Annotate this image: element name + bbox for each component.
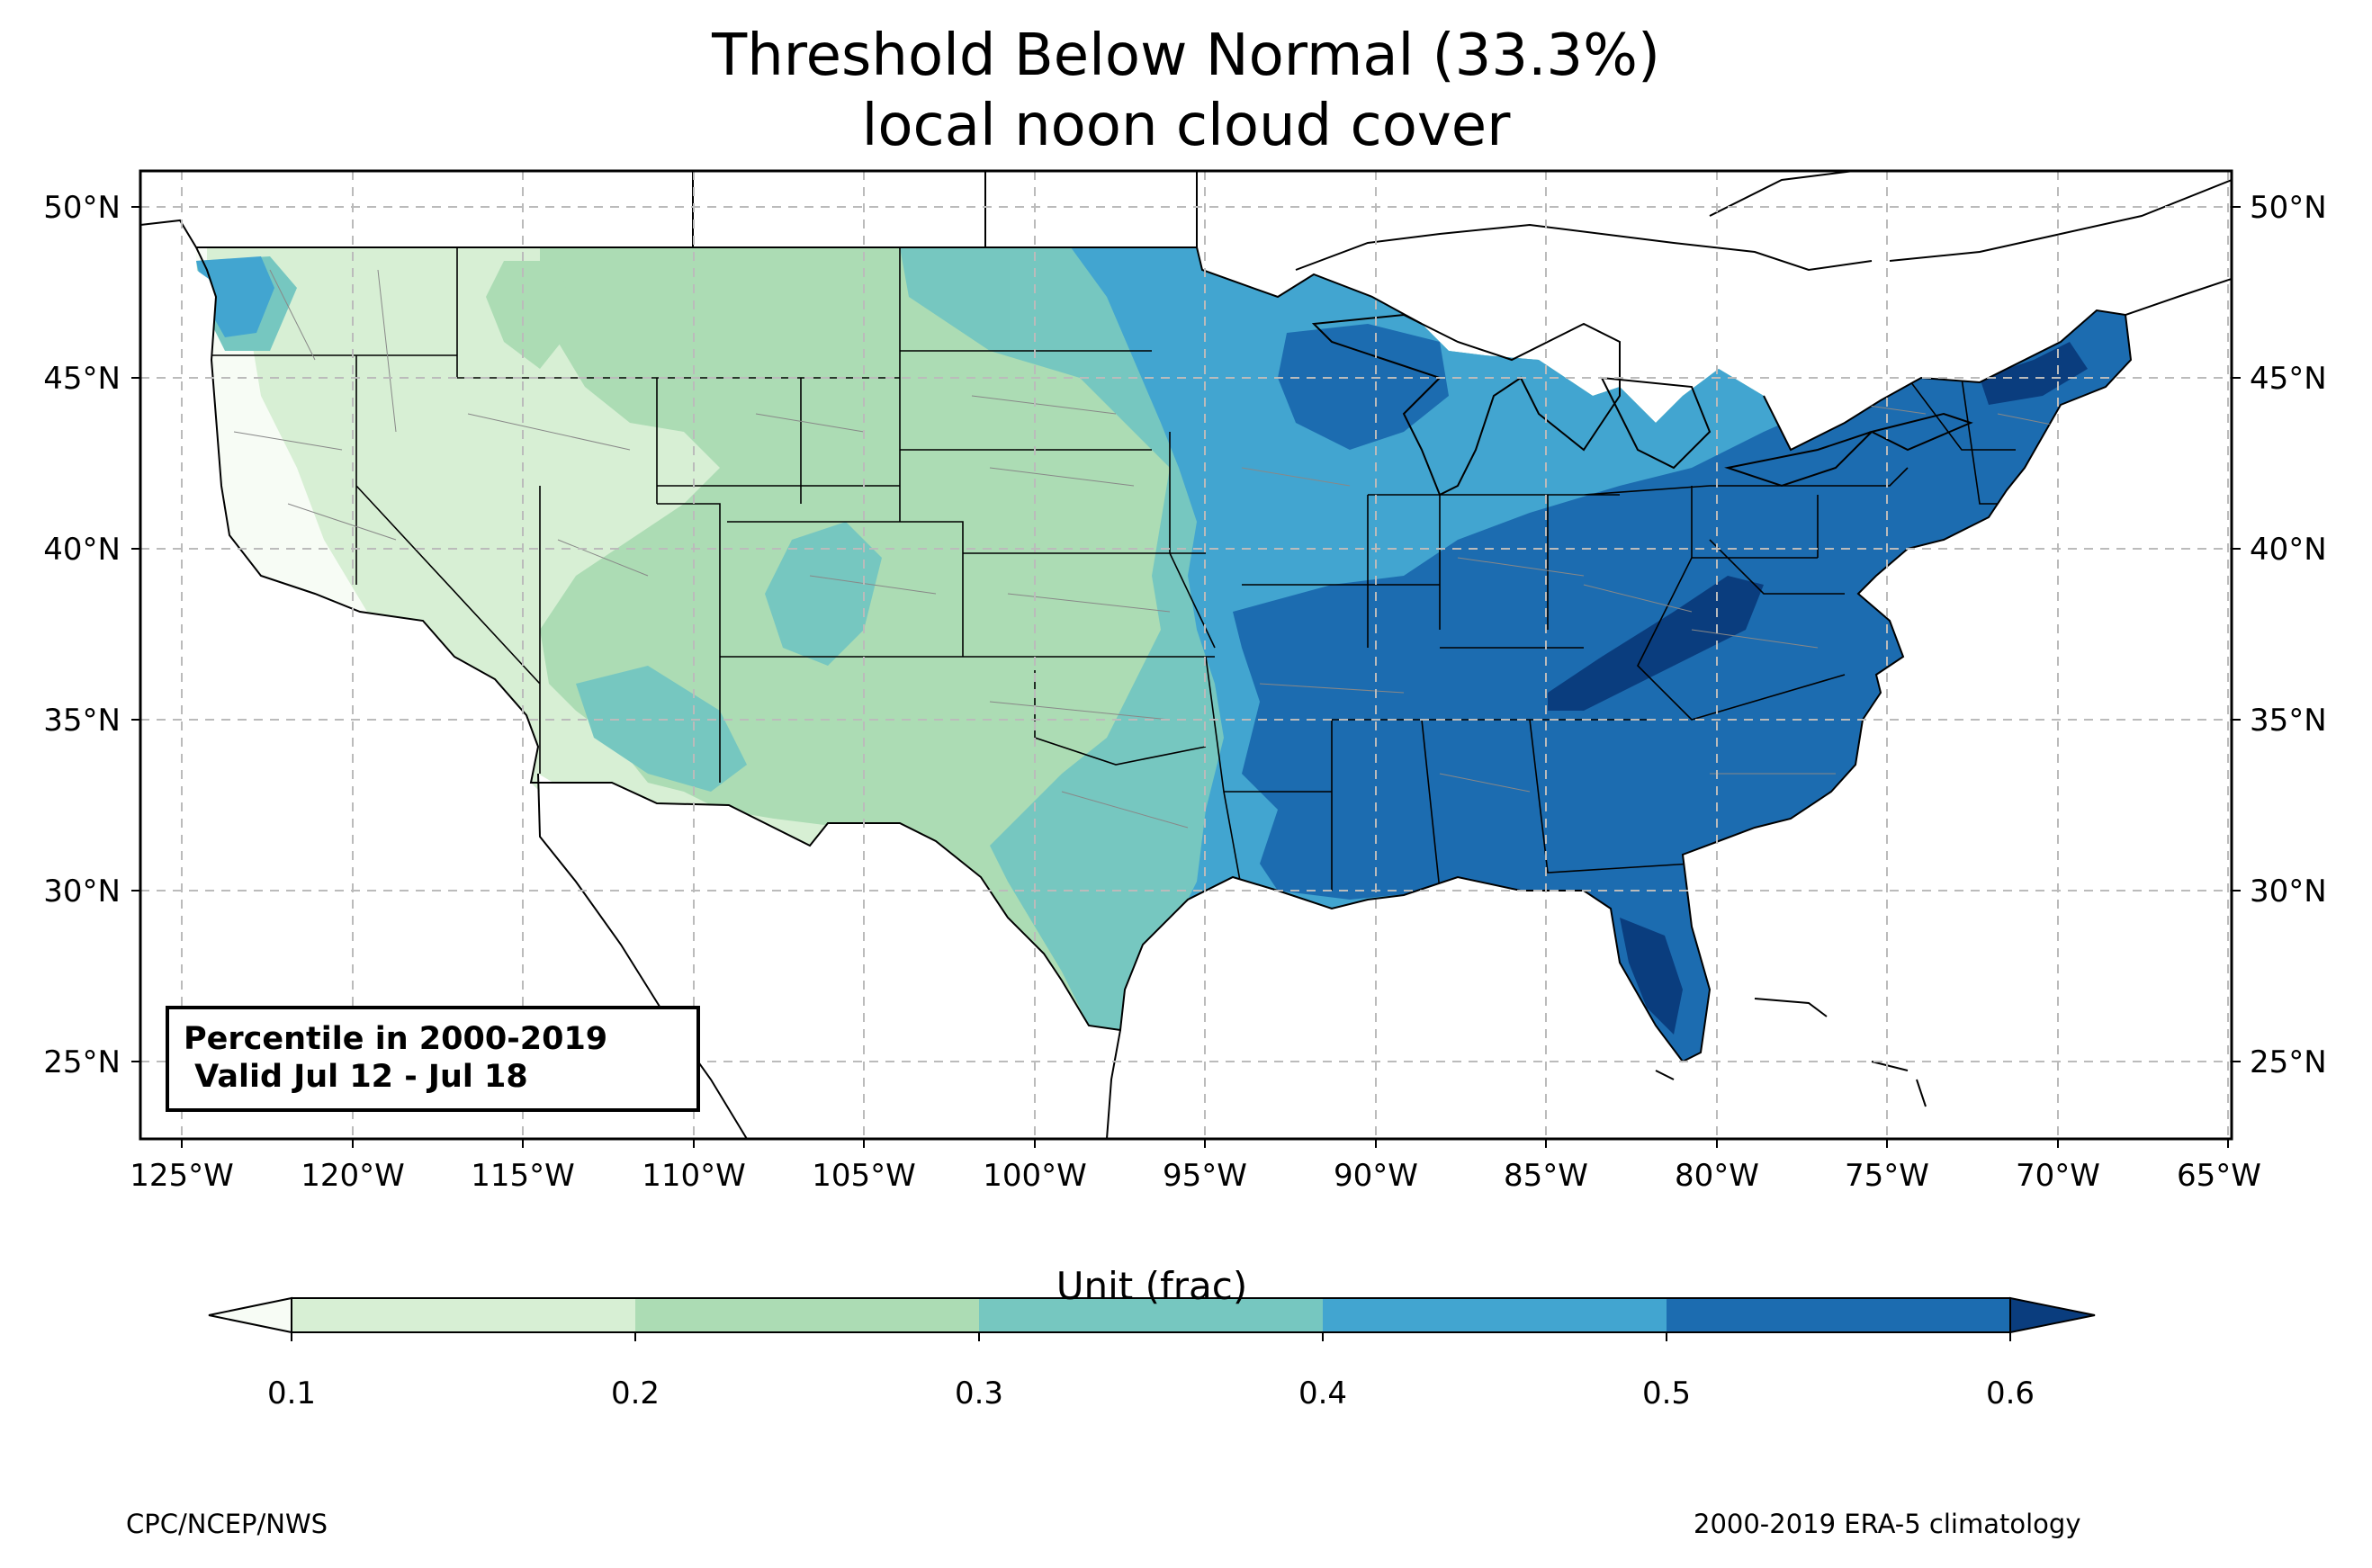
contour-gt-0.6-appalachians (1548, 576, 1764, 711)
lon-label: 115°W (471, 1158, 575, 1194)
contour-0.3-0.4-rockies (765, 522, 882, 666)
colorbar-segment (635, 1298, 979, 1332)
lat-label: 50°N (2250, 190, 2327, 226)
colorbar-tick-label: 0.2 (611, 1375, 660, 1411)
lon-label: 120°W (301, 1158, 405, 1194)
lon-label: 85°W (1504, 1158, 1588, 1194)
lon-label: 65°W (2177, 1158, 2261, 1194)
lat-label: 50°N (43, 190, 121, 226)
valid-period-box: Percentile in 2000-2019 Valid Jul 12 - J… (166, 1006, 700, 1112)
lon-label: 125°W (130, 1158, 234, 1194)
colorbar-title: Unit (frac) (1056, 1264, 1248, 1308)
lat-label: 35°N (2250, 703, 2327, 739)
lat-label: 45°N (43, 361, 121, 397)
lat-label: 40°N (43, 532, 121, 568)
lat-tick-labels-right: 25°N 30°N 35°N 40°N 45°N 50°N (2250, 190, 2327, 1080)
division-lines (233, 269, 2089, 829)
colorbar: 0.1 0.2 0.3 0.4 0.5 0.6 (208, 1296, 2096, 1411)
chart-title-line-1: Threshold Below Normal (33.3%) (712, 22, 1660, 89)
lon-label: 105°W (812, 1158, 916, 1194)
colorbar-tick-label: 0.4 (1298, 1375, 1347, 1411)
lon-label: 75°W (1845, 1158, 1929, 1194)
map-frame (139, 169, 2233, 1141)
lon-label: 110°W (642, 1158, 746, 1194)
tick-marks (131, 206, 2241, 1148)
footer-climatology: 2000-2019 ERA-5 climatology (1694, 1509, 2081, 1539)
colorbar-tick-label: 0.1 (267, 1375, 316, 1411)
lon-label: 80°W (1675, 1158, 1759, 1194)
mexico-coast (537, 773, 1121, 1139)
colorbar-tick-label: 0.5 (1642, 1375, 1691, 1411)
colorbar-segment (292, 1298, 635, 1332)
state-boundaries (209, 247, 2034, 892)
lon-tick-labels: 125°W 120°W 115°W 110°W 105°W 100°W 95°W… (130, 1158, 2261, 1194)
lon-label: 95°W (1163, 1158, 1247, 1194)
colorbar-tick-label: 0.6 (1986, 1375, 2035, 1411)
lat-label: 30°N (2250, 874, 2327, 909)
chart-title-line-2: local noon cloud cover (861, 93, 1511, 159)
colorbar-tick-label: 0.3 (955, 1375, 1003, 1411)
cloud-cover-contours (196, 247, 2131, 1062)
lat-label: 45°N (2250, 361, 2327, 397)
colorbar-segment (1667, 1298, 2010, 1332)
lon-label: 90°W (1334, 1158, 1418, 1194)
lon-label: 100°W (983, 1158, 1087, 1194)
lat-label: 25°N (2250, 1044, 2327, 1080)
lat-label: 40°N (2250, 532, 2327, 568)
colorbar-segment (979, 1298, 1323, 1332)
contour-gt-0.6-maine (1980, 342, 2088, 405)
contour-0.2-0.3-west (486, 261, 576, 369)
lat-label: 25°N (43, 1044, 121, 1080)
lon-label: 70°W (2016, 1158, 2100, 1194)
lat-label: 35°N (43, 703, 121, 739)
footer-source: CPC/NCEP/NWS (126, 1509, 328, 1539)
lat-label: 30°N (43, 874, 121, 909)
colorbar-frame (291, 1297, 2011, 1333)
percentile-label: Percentile in 2000-2019 (184, 1021, 608, 1057)
contour-0.3-0.4-az (576, 666, 747, 792)
caribbean-islands (1655, 998, 1927, 1107)
lat-tick-labels-left: 25°N 30°N 35°N 40°N 45°N 50°N (43, 190, 121, 1080)
contour-gt-0.6-florida (1620, 918, 1683, 1035)
contour-0.4-0.5-nw (196, 256, 274, 337)
colorbar-segment (1323, 1298, 1667, 1332)
valid-dates-label: Valid Jul 12 - Jul 18 (184, 1059, 528, 1095)
